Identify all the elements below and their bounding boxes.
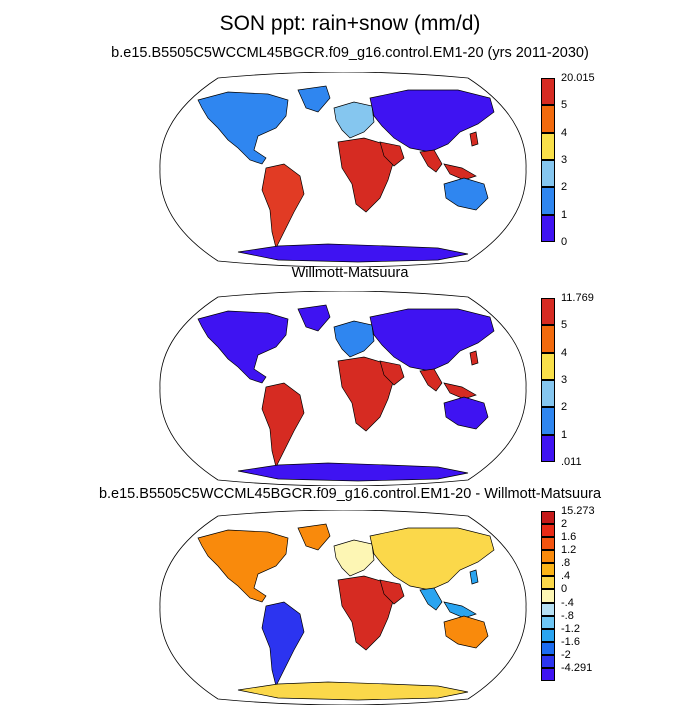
- colorbar-tick-label: 4: [561, 346, 568, 359]
- colorbar-swatch: [541, 641, 555, 655]
- colorbar-tick-label: 1.2: [561, 544, 577, 557]
- landmass-s-america: [261, 163, 305, 250]
- landmass-se-asia: [419, 131, 479, 181]
- landmass-europe: [333, 101, 375, 139]
- landmass-arabia: [379, 579, 405, 605]
- colorbar-tick-label: -1.2: [561, 622, 580, 635]
- colorbar-swatch: [541, 187, 555, 215]
- landmass-australia: [443, 615, 489, 649]
- colorbar-swatch: [541, 298, 555, 326]
- globe-outline: [159, 291, 527, 486]
- globe-outline: [159, 72, 527, 267]
- colorbar-swatch: [541, 434, 555, 462]
- colorbar-swatch: [541, 214, 555, 242]
- panel-3-subtitle: b.e15.B5505C5WCCML45BGCR.f09_g16.control…: [98, 486, 602, 502]
- colorbar-tick-label: 3: [561, 374, 568, 386]
- colorbar-tick-label: .011: [561, 456, 582, 468]
- panel-3-map: [159, 510, 527, 705]
- landmass-n-america: [197, 310, 289, 384]
- colorbar-tick-label: -2: [561, 648, 571, 661]
- colorbar-swatch: [541, 589, 555, 603]
- colorbar-swatch: [541, 628, 555, 642]
- landmass-europe: [333, 539, 375, 577]
- colorbar-tick-label: 1: [561, 208, 568, 221]
- landmass-se-asia: [419, 350, 479, 400]
- landmass-africa: [337, 575, 395, 651]
- colorbar-swatch: [541, 352, 555, 380]
- colorbar-swatch: [541, 407, 555, 435]
- landmass-antarctica: [237, 462, 469, 482]
- colorbar-tick-label: -4.291: [561, 661, 593, 674]
- landmass-se-asia: [419, 569, 479, 619]
- colorbar-tick-label: 4: [561, 126, 568, 139]
- landmass-africa: [337, 356, 395, 432]
- landmass-asia: [369, 527, 495, 591]
- landmass-australia: [443, 177, 489, 211]
- landmass-n-america: [197, 91, 289, 165]
- colorbar-tick-label: 3: [561, 154, 568, 166]
- colorbar-swatch: [541, 537, 555, 551]
- landmass-greenland: [297, 523, 331, 551]
- colorbar-tick-label: 11.769: [561, 292, 594, 304]
- colorbar-swatch: [541, 654, 555, 668]
- colorbar-swatch: [541, 160, 555, 188]
- colorbar-tick-label: 20.015: [561, 72, 595, 84]
- colorbar-tick-label: 0: [561, 236, 568, 248]
- landmass-antarctica: [237, 243, 469, 263]
- landmass-asia: [369, 308, 495, 372]
- colorbar-tick-label: 2: [561, 401, 568, 414]
- colorbar-swatch: [541, 105, 555, 133]
- colorbar-tick-label: .8: [561, 557, 571, 570]
- panel-1-subtitle: b.e15.B5505C5WCCML45BGCR.f09_g16.control…: [111, 45, 589, 61]
- colorbar-tick-label: 1.6: [561, 531, 577, 544]
- colorbar-swatch: [541, 380, 555, 408]
- landmass-greenland: [297, 85, 331, 113]
- colorbar-tick-label: -1.6: [561, 635, 580, 648]
- colorbar-tick-label: 0: [561, 583, 568, 596]
- colorbar-tick-label: .4: [561, 570, 571, 583]
- landmass-arabia: [379, 141, 405, 167]
- colorbar-tick-label: 2: [561, 518, 568, 531]
- colorbar-tick-label: -.4: [561, 596, 574, 609]
- colorbar-swatch: [541, 78, 555, 106]
- colorbar-swatch: [541, 132, 555, 160]
- landmass-australia: [443, 396, 489, 430]
- panel-2-subtitle: Willmott-Matsuura: [291, 265, 409, 281]
- colorbar-tick-label: -.8: [561, 609, 574, 622]
- globe-outline: [159, 510, 527, 705]
- colorbar-swatch: [541, 550, 555, 564]
- colorbar-tick-label: 1: [561, 428, 568, 441]
- panel-1-map: [159, 72, 527, 267]
- panel-2-map: [159, 291, 527, 486]
- colorbar-tick-label: 15.273: [561, 505, 595, 517]
- landmass-s-america: [261, 601, 305, 688]
- colorbar-swatch: [541, 524, 555, 538]
- colorbar-tick-label: 2: [561, 181, 568, 194]
- landmass-asia: [369, 89, 495, 153]
- landmass-greenland: [297, 304, 331, 332]
- figure-title: SON ppt: rain+snow (mm/d): [219, 12, 481, 35]
- colorbar-swatch: [541, 615, 555, 629]
- landmass-s-america: [261, 382, 305, 469]
- colorbar-swatch: [541, 602, 555, 616]
- colorbar-tick-label: 5: [561, 99, 568, 112]
- colorbar-swatch: [541, 563, 555, 577]
- colorbar-swatch: [541, 325, 555, 353]
- landmass-europe: [333, 320, 375, 358]
- landmass-antarctica: [237, 681, 469, 701]
- colorbar-tick-label: 5: [561, 319, 568, 332]
- landmass-africa: [337, 137, 395, 213]
- colorbar-swatch: [541, 667, 555, 681]
- landmass-arabia: [379, 360, 405, 386]
- colorbar-swatch: [541, 576, 555, 590]
- landmass-n-america: [197, 529, 289, 603]
- colorbar-swatch: [541, 511, 555, 525]
